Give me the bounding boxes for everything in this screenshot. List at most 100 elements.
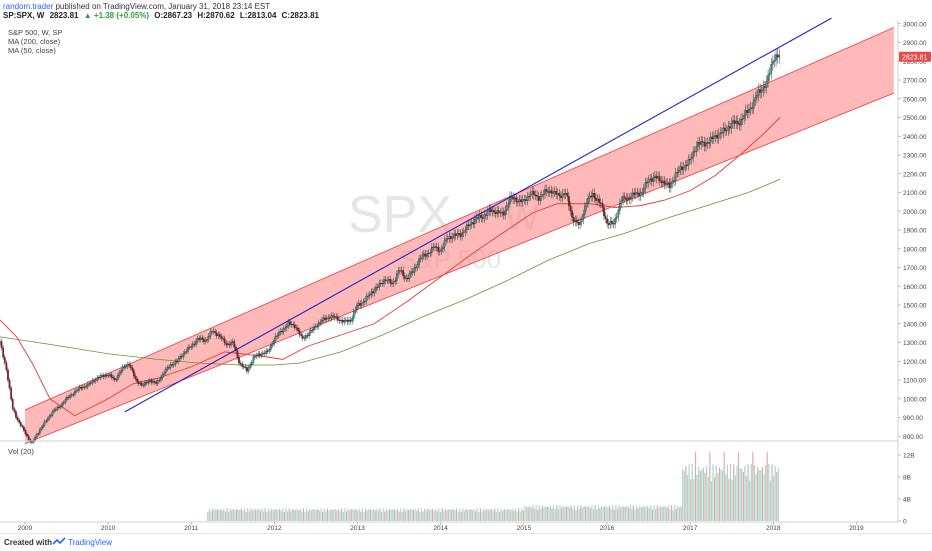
- candle-body: [3, 357, 6, 364]
- candle-body: [115, 379, 118, 381]
- candle-body: [11, 399, 14, 409]
- volume-bar: [618, 505, 620, 521]
- volume-bar: [474, 511, 477, 521]
- candle-body: [133, 370, 135, 377]
- candle-body: [419, 258, 422, 260]
- footer: Created with TradingView: [0, 533, 932, 551]
- price-tick-label: 2800.00: [903, 59, 927, 66]
- volume-bar: [709, 452, 711, 521]
- candle-body: [273, 340, 275, 345]
- author-link[interactable]: random.trader: [3, 2, 54, 11]
- volume-bar: [584, 506, 587, 521]
- candle-body: [64, 399, 67, 403]
- candle-body: [384, 279, 387, 281]
- volume-bar: [468, 509, 470, 521]
- volume-bar: [513, 510, 515, 521]
- candle-body: [717, 133, 720, 139]
- volume-bar: [591, 505, 593, 521]
- volume-bar: [420, 508, 423, 521]
- volume-bar: [518, 508, 520, 521]
- candle-body: [596, 198, 599, 201]
- volume-bar: [490, 508, 493, 521]
- volume-bar: [503, 508, 505, 521]
- candle-body: [327, 317, 330, 319]
- volume-bar: [629, 505, 631, 521]
- candle-body: [48, 415, 51, 419]
- volume-axis[interactable]: 0 4B 8B 12B: [898, 453, 915, 526]
- candle-body: [454, 233, 457, 236]
- legend-ma50[interactable]: MA (50, close): [8, 46, 56, 55]
- price-axis[interactable]: 800.00 900.00 1000.00 1100.00 1200.00 1300.00…: [898, 21, 927, 441]
- volume-bar: [686, 474, 689, 521]
- volume-bar: [728, 478, 730, 521]
- candle-body: [733, 120, 736, 124]
- candle-body: [336, 316, 339, 321]
- candle-body: [300, 334, 303, 336]
- candle-body: [548, 190, 551, 193]
- candle-body: [599, 202, 602, 204]
- volume-bar: [752, 452, 754, 521]
- candle-body: [767, 75, 769, 82]
- volume-bar: [363, 511, 365, 521]
- volume-bar: [678, 507, 681, 521]
- volume-bar: [401, 511, 403, 521]
- candle-body: [8, 379, 11, 389]
- candle-body: [359, 303, 361, 306]
- candle-body: [705, 142, 707, 147]
- volume-bar: [777, 468, 779, 521]
- time-axis[interactable]: 2009 2010 2011 2012 2013 2014 2015 2016 2017 2018…: [18, 522, 864, 532]
- candle-body: [241, 363, 244, 367]
- candle-body: [421, 255, 424, 259]
- candle-body: [722, 127, 725, 133]
- candle-body: [721, 132, 723, 134]
- candle-body: [34, 437, 36, 441]
- candle-body: [561, 193, 564, 198]
- volume-bar: [317, 508, 319, 521]
- legend-vol[interactable]: Vol (20): [8, 447, 34, 456]
- candle-body: [126, 363, 129, 367]
- candle-body: [238, 357, 240, 364]
- candle-body: [191, 343, 194, 347]
- candle-body: [110, 374, 113, 378]
- candle-body: [612, 223, 615, 225]
- candle-body: [160, 377, 162, 381]
- volume-bar: [545, 506, 547, 521]
- ohlc-info: SP:SPX, W 2823.81 ▲ +1.38 (+0.05%) O:286…: [3, 11, 319, 20]
- candle-body: [569, 205, 572, 212]
- volume-bar: [729, 464, 732, 521]
- volume-bar: [602, 507, 604, 521]
- volume-bar: [304, 512, 306, 521]
- volume-bar: [516, 511, 518, 521]
- price-tick-label: 2300.00: [903, 153, 927, 160]
- volume-bar: [755, 473, 757, 521]
- candle-body: [378, 283, 381, 288]
- candle-body: [207, 335, 210, 340]
- volume-bar: [245, 512, 247, 521]
- legend-ma200[interactable]: MA (200, close): [8, 37, 61, 46]
- candle-body: [360, 302, 363, 306]
- volume-bar: [761, 467, 764, 521]
- volume-bar: [462, 508, 464, 521]
- candle-body: [134, 375, 137, 380]
- candle-body: [306, 335, 309, 337]
- candle-body: [93, 380, 95, 382]
- volume-bar: [296, 509, 298, 521]
- candle-body: [713, 136, 715, 139]
- volume-bar: [215, 509, 217, 521]
- symbol-label[interactable]: SP:SPX, W: [3, 11, 45, 20]
- volume-bar: [569, 507, 571, 521]
- candle-body: [732, 120, 734, 124]
- candle-body: [625, 197, 628, 201]
- volume-bar: [427, 508, 429, 521]
- volume-bar: [452, 508, 454, 521]
- tradingview-link[interactable]: TradingView: [68, 538, 113, 547]
- volume-bar: [357, 510, 359, 521]
- volume-bar: [457, 511, 459, 521]
- candle-body: [66, 396, 68, 400]
- candle-body: [333, 316, 336, 318]
- candle-body: [187, 347, 189, 352]
- open-value: O:2867.23: [154, 11, 193, 20]
- candle-body: [35, 434, 38, 438]
- volume-bar: [640, 507, 642, 521]
- volume-bar: [423, 508, 426, 521]
